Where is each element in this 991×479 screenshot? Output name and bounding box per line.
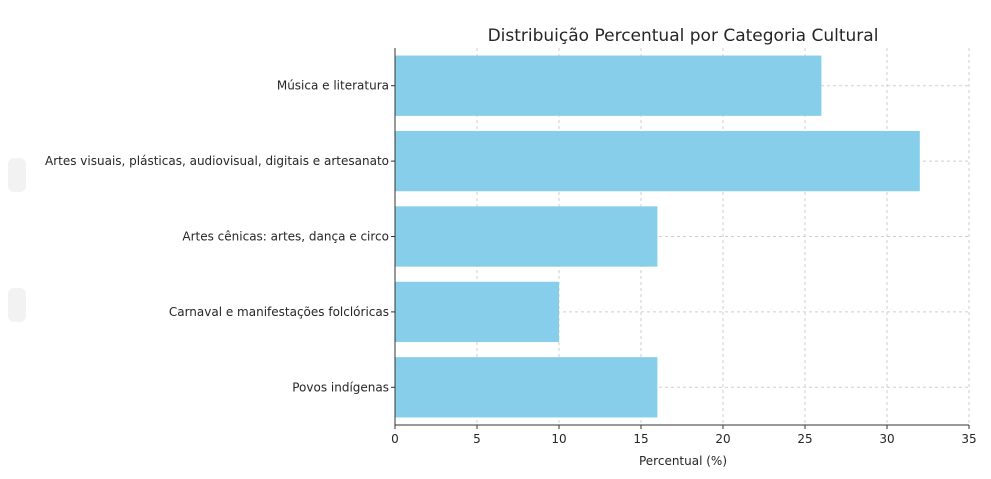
x-tick-label: 30	[879, 432, 894, 446]
bar	[395, 55, 822, 116]
bar	[395, 130, 920, 192]
x-axis-label: Percentual (%)	[639, 454, 727, 468]
ticks: 0 5 10 15 20 25 30 35 Música e literatura Artes v…	[45, 79, 977, 446]
x-tick-label: 25	[797, 432, 812, 446]
x-tick-label: 0	[391, 432, 399, 446]
x-tick-label: 35	[961, 432, 976, 446]
bar	[395, 357, 658, 418]
faded-left-edge-decoration	[8, 158, 26, 322]
x-tick-label: 20	[715, 432, 730, 446]
x-tick-label: 10	[551, 432, 566, 446]
y-tick-label: Carnaval e manifestações folclóricas	[169, 305, 389, 319]
bar	[395, 206, 658, 267]
y-tick-label: Povos indígenas	[292, 380, 389, 394]
y-tick-label: Música e literatura	[277, 79, 389, 93]
y-tick-label: Artes cênicas: artes, dança e circo	[182, 230, 389, 244]
chart-title: Distribuição Percentual por Categoria Cu…	[488, 26, 879, 46]
x-tick-label: 5	[473, 432, 481, 446]
y-tick-label: Artes visuais, plásticas, audiovisual, d…	[45, 154, 389, 168]
x-tick-label: 15	[633, 432, 648, 446]
bars	[395, 55, 920, 418]
bar	[395, 281, 559, 343]
